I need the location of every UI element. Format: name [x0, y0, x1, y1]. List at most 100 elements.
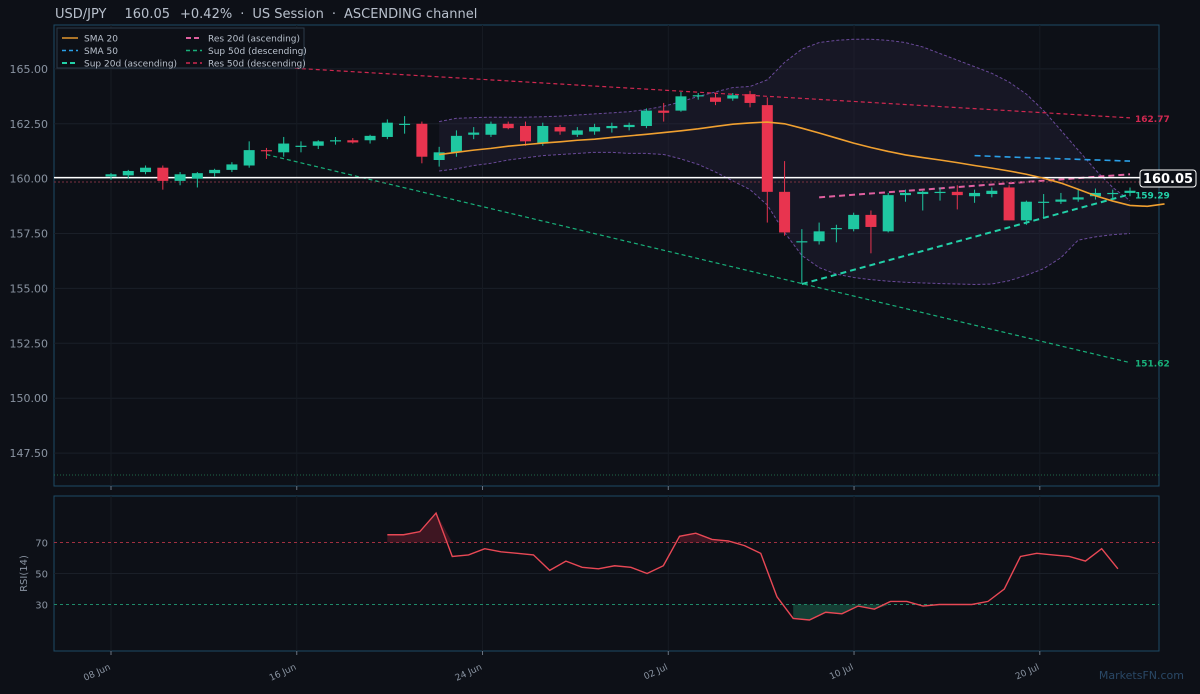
x-tick-label: 16 Jun: [268, 663, 298, 684]
candle-body: [1073, 197, 1084, 199]
x-tick-label: 20 Jul: [1014, 663, 1041, 683]
candle-body: [106, 174, 117, 176]
candle-body: [175, 174, 186, 181]
candle-body: [572, 130, 583, 134]
candle-body: [675, 96, 686, 110]
candle-body: [1055, 200, 1066, 202]
candle-body: [917, 192, 928, 194]
candle-body: [745, 94, 756, 103]
header-channel: ASCENDING channel: [344, 7, 477, 22]
candle-body: [244, 150, 255, 165]
legend-label-res20: Res 20d (ascending): [208, 35, 300, 45]
candle-body: [226, 164, 237, 169]
candle-body: [969, 193, 980, 196]
line-label-res50: 162.77: [1135, 115, 1170, 125]
price-tick-label: 155.00: [10, 282, 49, 295]
x-tick-label: 10 Jul: [828, 663, 855, 683]
price-tick-label: 147.50: [10, 447, 49, 460]
candle-body: [261, 150, 272, 151]
candle-body: [727, 95, 738, 98]
candle-body: [796, 241, 807, 242]
watermark: MarketsFN.com: [1099, 669, 1184, 682]
candle-body: [624, 125, 635, 127]
candle-body: [451, 136, 462, 152]
candle-body: [1004, 187, 1015, 220]
candle-body: [123, 171, 134, 175]
candle-body: [416, 124, 427, 157]
x-tick-label: 02 Jul: [643, 663, 670, 683]
line-label-sup50: 151.62: [1135, 360, 1170, 370]
candle-body: [589, 127, 600, 131]
rsi-tick-label: 50: [35, 570, 48, 581]
header-pair: USD/JPY: [55, 7, 107, 22]
current-price-tag: 160.05: [1140, 170, 1196, 187]
header-session: US Session: [252, 7, 324, 22]
price-tick-label: 152.50: [10, 337, 49, 350]
price-tick-label: 157.50: [10, 228, 49, 241]
header-separator-2: ·: [332, 7, 336, 22]
x-tick-label: 08 Jun: [82, 663, 112, 684]
candle-body: [503, 124, 514, 128]
price-tick-label: 150.00: [10, 392, 49, 405]
candle-body: [658, 111, 669, 113]
candle-body: [986, 191, 997, 194]
price-axis: 147.50 150.00 152.50 155.00 157.50 160.00 162.…: [10, 63, 49, 460]
line-label-sup20: 159.29: [1135, 191, 1170, 201]
header-price: 160.05: [125, 7, 171, 22]
candle-body: [762, 105, 773, 192]
candle-body: [209, 170, 220, 173]
legend-label-sma50: SMA 50: [84, 47, 118, 57]
legend-label-res50: Res 50d (descending): [208, 60, 306, 70]
price-tick-label: 165.00: [10, 63, 49, 76]
candle-body: [1125, 191, 1136, 193]
candle-body: [468, 133, 479, 135]
candle-body: [883, 195, 894, 231]
candle-body: [382, 123, 393, 137]
candle-body: [935, 192, 946, 193]
legend-label-sup20: Sup 20d (ascending): [84, 60, 177, 70]
legend: SMA 20 SMA 50 Sup 20d (ascending) Res 20d (…: [57, 28, 307, 70]
header-separator: ·: [240, 7, 244, 22]
candle-body: [485, 124, 496, 135]
chart-header: USD/JPY 160.05 +0.42% · US Session · ASCENDING…: [55, 7, 477, 22]
candle-body: [192, 173, 203, 178]
candle-body: [693, 95, 704, 96]
x-tick-label: 24 Jun: [454, 663, 484, 684]
candle-body: [865, 215, 876, 227]
candle-body: [606, 126, 617, 128]
price-tick-label: 162.50: [10, 118, 49, 131]
header-change: +0.42%: [180, 7, 232, 22]
candle-body: [555, 127, 566, 131]
rsi-tick-label: 70: [35, 539, 48, 550]
candle-body: [278, 144, 289, 153]
candle-body: [520, 126, 531, 141]
candle-body: [952, 192, 963, 195]
price-tick-label: 160.00: [10, 173, 49, 186]
candle-body: [779, 192, 790, 233]
candle-body: [831, 228, 842, 229]
rsi-tick-label: 30: [35, 601, 48, 612]
legend-label-sup50: Sup 50d (descending): [208, 47, 307, 57]
candle-body: [140, 168, 151, 172]
candle-body: [330, 140, 341, 141]
candle-body: [641, 111, 652, 126]
legend-label-sma20: SMA 20: [84, 35, 118, 45]
candle-body: [313, 141, 324, 145]
candle-body: [848, 215, 859, 229]
candle-body: [1021, 202, 1032, 221]
candle-body: [814, 231, 825, 241]
candle-body: [710, 97, 721, 101]
candle-body: [365, 136, 376, 140]
candle-body: [157, 168, 168, 181]
current-price-tag-text: 160.05: [1143, 172, 1193, 187]
candle-body: [347, 140, 358, 142]
candle-body: [1038, 202, 1049, 203]
candle-body: [399, 124, 410, 125]
candle-body: [537, 126, 548, 144]
candle-body: [900, 193, 911, 195]
candle-body: [295, 146, 306, 147]
rsi-axis-label: RSI(14): [19, 555, 30, 592]
